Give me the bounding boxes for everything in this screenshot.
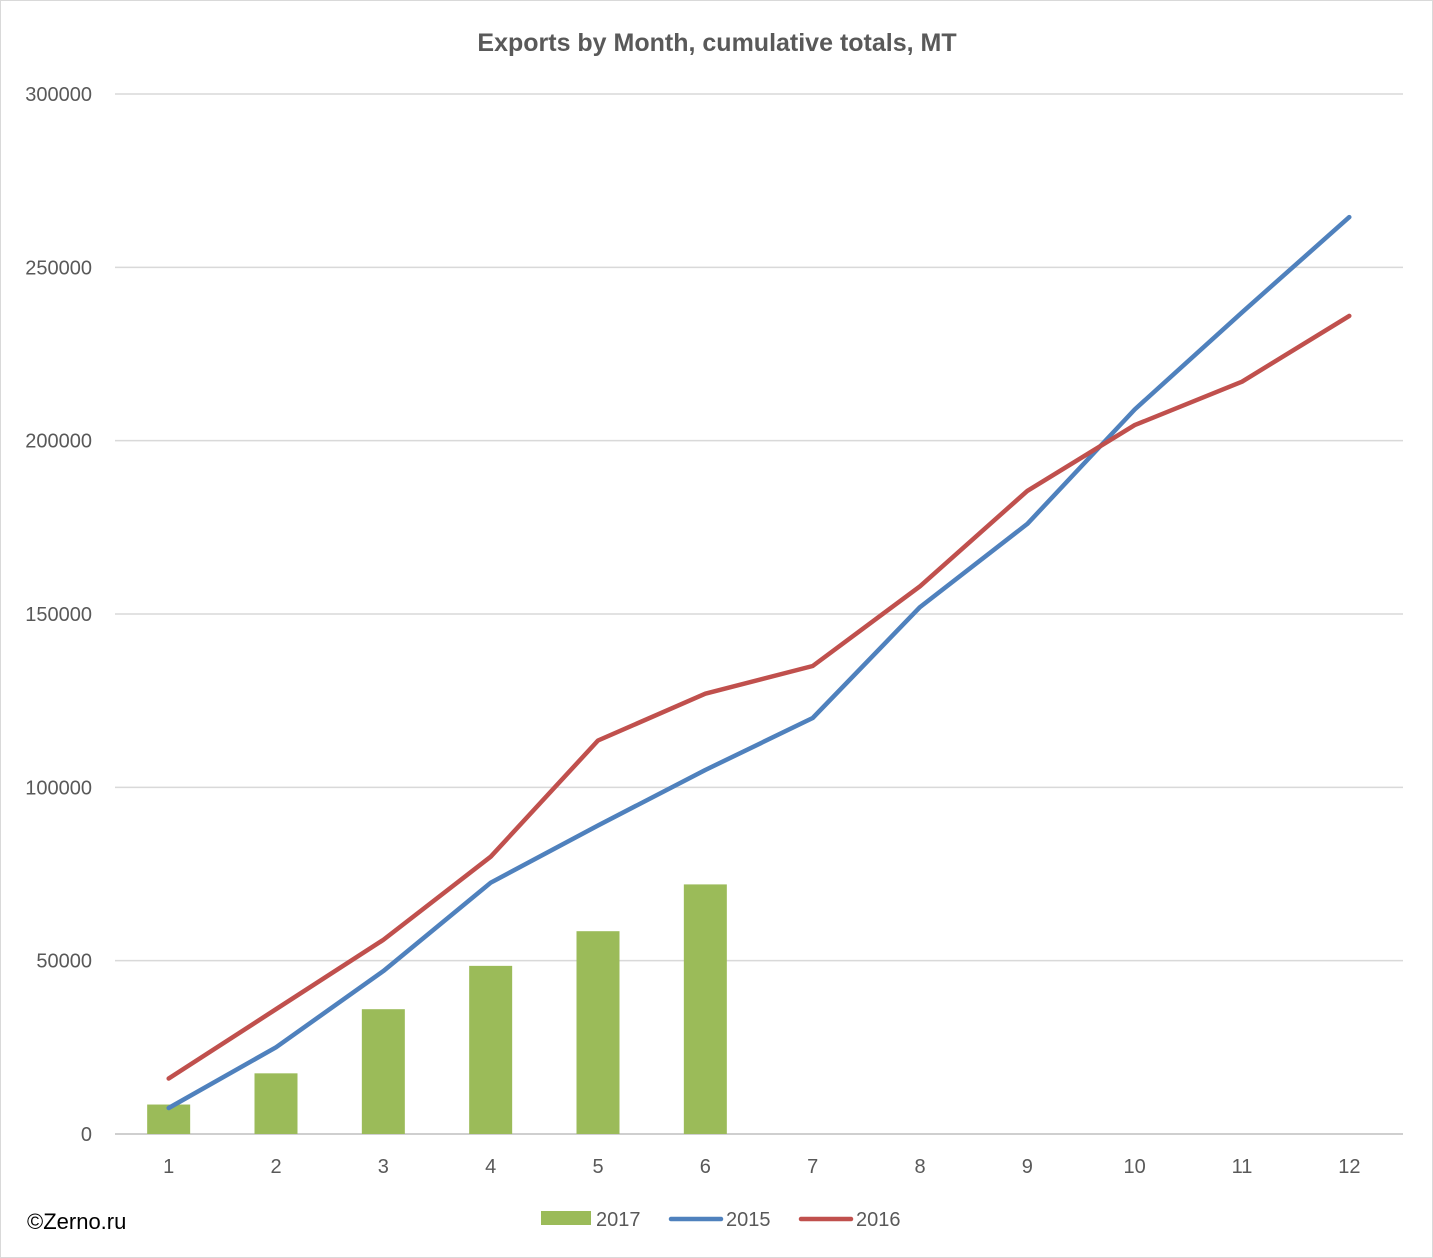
chart-title: Exports by Month, cumulative totals, MT xyxy=(477,29,956,57)
x-tick-label: 12 xyxy=(1338,1156,1360,1178)
watermark-text: ©Zerno.ru xyxy=(27,1209,126,1234)
y-tick-label: 250000 xyxy=(25,257,92,279)
y-tick-label: 50000 xyxy=(36,951,92,973)
x-tick-label: 1 xyxy=(163,1156,174,1178)
gridlines xyxy=(115,93,1403,1135)
bar-series xyxy=(147,884,727,1134)
line-series-2015 xyxy=(166,214,1352,1111)
line-series xyxy=(166,214,1352,1111)
bar-2017-2 xyxy=(254,1073,298,1134)
legend-label-2016: 2016 xyxy=(856,1209,901,1231)
x-axis-ticks: 1 2 3 4 5 6 7 8 9 10 11 12 xyxy=(163,1156,1360,1178)
legend: 2017 2015 2016 xyxy=(541,1209,901,1231)
legend-label-2017: 2017 xyxy=(596,1209,641,1231)
x-tick-label: 11 xyxy=(1232,1156,1253,1178)
y-tick-label: 150000 xyxy=(25,604,92,626)
legend-label-2015: 2015 xyxy=(726,1209,771,1231)
y-tick-label: 0 xyxy=(81,1124,92,1146)
x-tick-label: 8 xyxy=(914,1156,925,1178)
y-tick-label: 100000 xyxy=(25,777,92,799)
x-tick-label: 3 xyxy=(378,1156,389,1178)
legend-swatch-2017 xyxy=(541,1211,591,1225)
bar-2017-4 xyxy=(469,965,513,1134)
y-tick-label: 300000 xyxy=(25,84,92,106)
x-tick-label: 4 xyxy=(485,1156,496,1178)
x-tick-label: 10 xyxy=(1124,1156,1146,1178)
y-tick-label: 200000 xyxy=(25,431,92,453)
bar-2017-5 xyxy=(576,931,620,1134)
y-axis-ticks: 0 50000 100000 150000 200000 250000 300000 xyxy=(25,84,92,1146)
x-tick-label: 9 xyxy=(1022,1156,1033,1178)
bar-2017-6 xyxy=(683,884,727,1134)
x-tick-label: 5 xyxy=(592,1156,603,1178)
bar-2017-3 xyxy=(361,1009,405,1134)
line-series-2016 xyxy=(166,313,1352,1081)
x-tick-label: 7 xyxy=(807,1156,818,1178)
x-tick-label: 6 xyxy=(700,1156,711,1178)
x-tick-label: 2 xyxy=(270,1156,281,1178)
